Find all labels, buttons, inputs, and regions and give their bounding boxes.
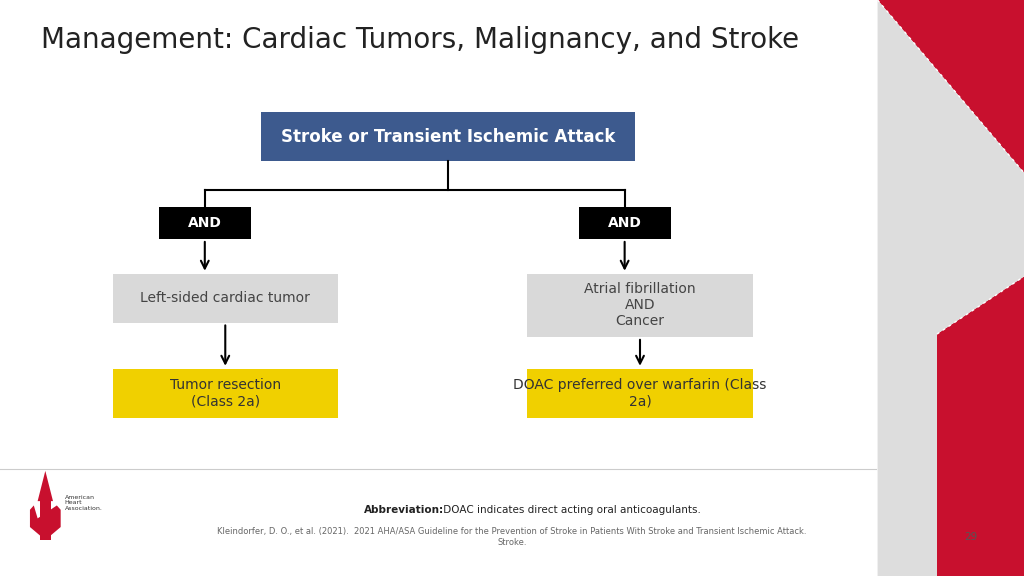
Text: Kleindorfer, D. O., et al. (2021).  2021 AHA/ASA Guideline for the Prevention of: Kleindorfer, D. O., et al. (2021). 2021 … [217, 527, 807, 547]
FancyBboxPatch shape [159, 207, 251, 239]
Text: Atrial fibrillation
AND
Cancer: Atrial fibrillation AND Cancer [584, 282, 696, 328]
Text: Tumor resection
(Class 2a): Tumor resection (Class 2a) [170, 378, 281, 408]
FancyBboxPatch shape [113, 274, 338, 323]
FancyBboxPatch shape [527, 369, 753, 418]
Text: AND: AND [187, 216, 222, 230]
FancyBboxPatch shape [261, 112, 635, 161]
Text: AND: AND [607, 216, 642, 230]
Polygon shape [40, 497, 51, 540]
Text: 29: 29 [965, 532, 978, 542]
Polygon shape [937, 276, 1024, 576]
Polygon shape [878, 0, 1024, 576]
FancyBboxPatch shape [527, 274, 753, 337]
Polygon shape [878, 0, 1024, 173]
Polygon shape [30, 506, 60, 540]
Text: DOAC preferred over warfarin (Class
2a): DOAC preferred over warfarin (Class 2a) [513, 378, 767, 408]
Text: American
Heart
Association.: American Heart Association. [65, 495, 102, 511]
Text: DOAC indicates direct acting oral anticoagulants.: DOAC indicates direct acting oral antico… [440, 505, 701, 515]
Text: Left-sided cardiac tumor: Left-sided cardiac tumor [140, 291, 310, 305]
FancyBboxPatch shape [579, 207, 671, 239]
Text: Stroke or Transient Ischemic Attack: Stroke or Transient Ischemic Attack [281, 128, 615, 146]
Text: Management: Cardiac Tumors, Malignancy, and Stroke: Management: Cardiac Tumors, Malignancy, … [41, 26, 799, 54]
Polygon shape [38, 471, 53, 501]
FancyBboxPatch shape [113, 369, 338, 418]
Text: Abbreviation:: Abbreviation: [364, 505, 443, 515]
